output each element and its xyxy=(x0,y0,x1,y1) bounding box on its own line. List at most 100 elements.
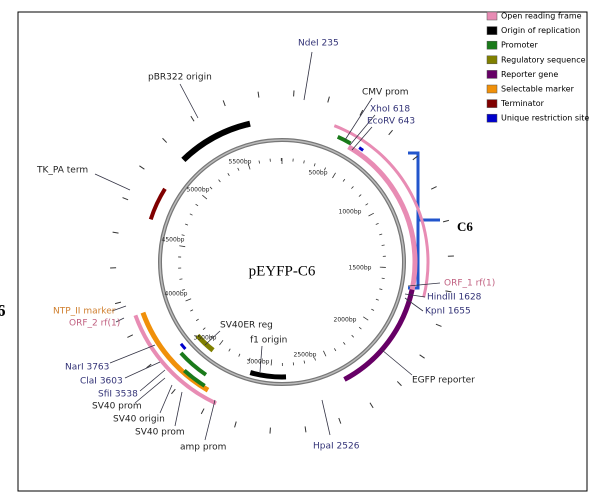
leader xyxy=(303,51,313,101)
scale-tick xyxy=(227,173,230,176)
scale-tick xyxy=(365,203,369,206)
scale-tick xyxy=(247,163,251,170)
leader xyxy=(174,391,183,427)
outer-tick xyxy=(139,165,145,170)
feature-label: SV40 prom xyxy=(135,428,185,438)
legend: Open reading frame Origin of replication P… xyxy=(486,11,589,123)
terminator-arc xyxy=(148,187,167,220)
scale-label: 2500bp xyxy=(294,352,317,359)
outer-tick xyxy=(162,137,168,143)
outer-tick xyxy=(412,155,418,161)
scale-label: 5500bp xyxy=(229,159,252,166)
scale-tick xyxy=(185,223,189,226)
leader xyxy=(111,305,127,312)
leader xyxy=(404,297,424,312)
scale-tick xyxy=(219,340,224,346)
scale-tick xyxy=(371,308,375,311)
scale-tick xyxy=(379,288,383,291)
legend-label: Open reading frame xyxy=(501,12,582,21)
scale-tick xyxy=(185,298,192,302)
promoter-arc xyxy=(179,351,208,377)
orf-arc xyxy=(333,124,430,298)
leader xyxy=(159,384,173,414)
outer-tick xyxy=(146,363,152,369)
legend-label: Promoter xyxy=(501,41,538,50)
origin-arc xyxy=(181,120,251,163)
leader xyxy=(321,399,331,436)
scale-tick xyxy=(237,167,240,171)
ring xyxy=(110,90,454,434)
scale-tick xyxy=(313,163,316,167)
scale-tick xyxy=(238,353,241,357)
legend-label: Selectable marker xyxy=(501,85,575,94)
feature-label: f1 origin xyxy=(250,336,287,346)
scale-tick xyxy=(218,179,221,183)
scale-tick xyxy=(351,186,354,189)
outer-tick xyxy=(190,115,195,122)
scale-label: 3500bp xyxy=(194,335,217,342)
leader xyxy=(349,114,376,146)
reporter-arc xyxy=(343,289,415,382)
feature-label: ORF_1 rf(1) xyxy=(444,279,495,289)
scale-label: 4000bp xyxy=(165,291,188,298)
scale-tick xyxy=(375,223,379,225)
leader xyxy=(204,399,216,441)
labels: NdeI 235 CMV prom XhoI 618 EcoRV 643 pBR… xyxy=(36,39,495,453)
outer-tick xyxy=(171,388,176,395)
scale-label: 3000bp xyxy=(247,359,270,366)
leader xyxy=(179,83,199,119)
site-label: HindIII 1628 xyxy=(427,293,482,303)
feature-label: EGFP reporter xyxy=(412,376,475,386)
outer-tick xyxy=(445,290,452,293)
site-label: HpaI 2526 xyxy=(313,442,360,452)
outer-tick xyxy=(114,301,122,305)
site-label: NdeI 235 xyxy=(298,39,339,49)
leader xyxy=(124,361,161,379)
scale-tick xyxy=(332,172,336,179)
scale-tick xyxy=(324,167,326,171)
leader xyxy=(204,330,221,346)
outer-tick xyxy=(435,323,442,327)
outer-tick xyxy=(127,334,134,338)
outer-tick xyxy=(122,197,129,201)
leader xyxy=(109,344,156,364)
scale-tick xyxy=(181,234,185,236)
scale-tick xyxy=(270,359,273,366)
legend-label: Unique restriction site xyxy=(501,114,589,123)
scale-tick xyxy=(342,178,346,182)
scale-tick xyxy=(179,245,186,248)
site-label: EcoRV 643 xyxy=(367,117,415,127)
site-arc xyxy=(358,146,364,152)
scale-tick xyxy=(351,334,355,338)
leader xyxy=(351,126,373,151)
outer-tick xyxy=(257,91,260,98)
feature-label: SV40ER reg xyxy=(220,321,273,331)
scale-tick xyxy=(333,348,337,352)
scale-tick xyxy=(258,160,261,164)
feature-label: SV40 prom xyxy=(92,402,142,412)
feature-label: amp prom xyxy=(180,443,226,453)
scale-tick xyxy=(375,298,379,301)
site-arc xyxy=(179,342,187,350)
legend-label: Reporter gene xyxy=(501,70,558,79)
edge-label: 6 xyxy=(0,301,6,320)
plasmid-name: pEYFP-C6 xyxy=(249,263,316,279)
site-label: KpnI 1655 xyxy=(425,307,471,317)
site-label: ClaI 3603 xyxy=(80,377,123,387)
scale-tick xyxy=(209,186,213,190)
feature-label: NTP_II marker xyxy=(53,307,116,317)
site-label: SfiI 3538 xyxy=(98,390,138,400)
outer-tick xyxy=(222,100,226,107)
regulatory-arc xyxy=(195,333,215,353)
origin-arc xyxy=(249,370,287,380)
outer-tick xyxy=(388,129,393,136)
promoter-arc xyxy=(182,369,206,388)
leader xyxy=(381,349,413,376)
scale-tick xyxy=(202,194,208,200)
outer-tick xyxy=(442,219,450,223)
scale-tick xyxy=(228,348,231,352)
scale-tick xyxy=(303,360,306,364)
legend-swatch xyxy=(486,11,498,21)
backbone-inner xyxy=(159,139,405,385)
